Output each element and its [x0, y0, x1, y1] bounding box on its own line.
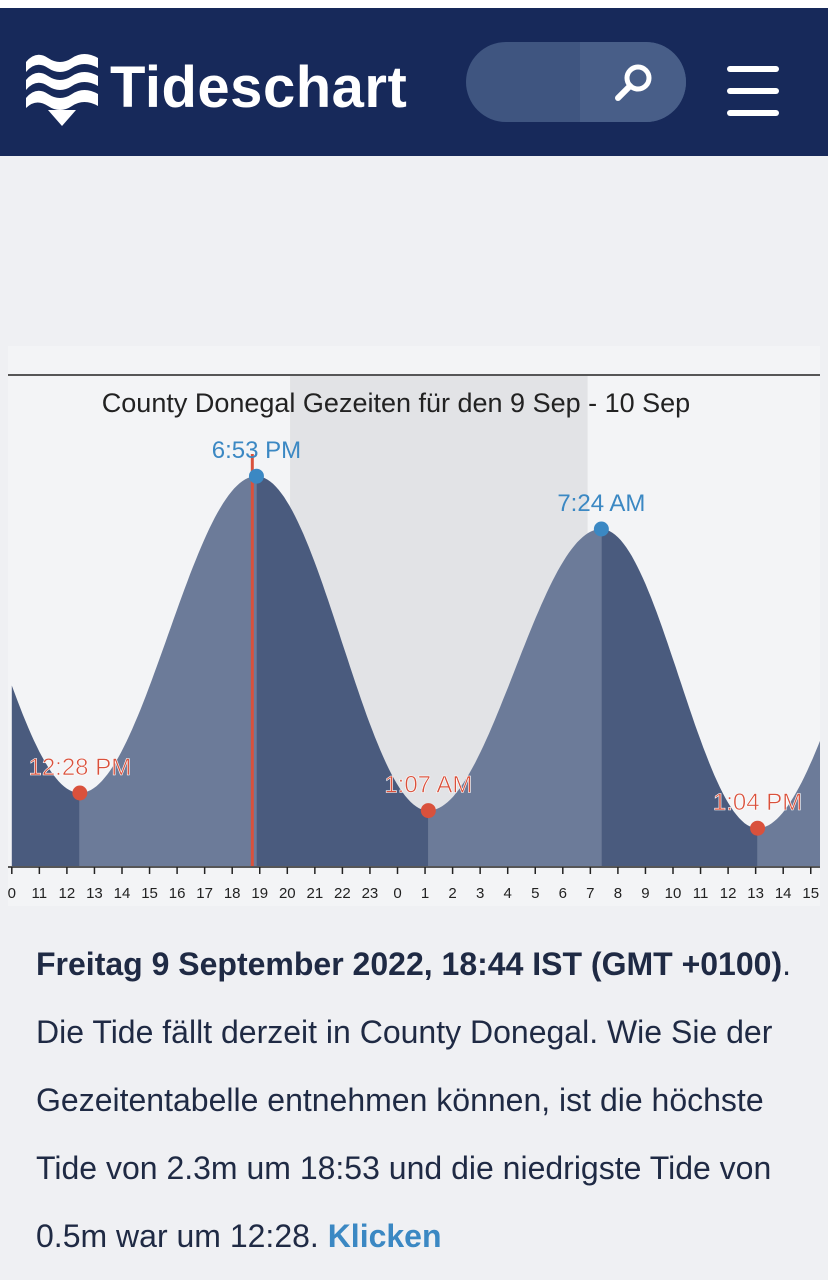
search-button[interactable]	[580, 42, 686, 122]
x-tick-label: 3	[476, 885, 484, 902]
high-tide-label: 7:24 AM	[557, 490, 645, 517]
x-tick-label: 12	[720, 885, 737, 902]
x-axis-ticks: 0 11 12 13 14 15 16 17 18 19 20 21 22 23 0 1 2 3 4 5 6 7 8 9 10 1…	[8, 867, 819, 902]
falling-tide-area	[11, 685, 80, 866]
x-tick-label: 0	[8, 885, 16, 902]
tide-area-series	[11, 476, 820, 866]
x-tick-label: 10	[665, 885, 682, 902]
x-tick-label: 0	[393, 885, 401, 902]
x-tick-label: 16	[169, 885, 186, 902]
high-tide-marker	[593, 521, 609, 537]
low-tide-marker	[420, 803, 436, 819]
x-tick-label: 8	[614, 885, 622, 902]
low-tide-label: 1:07 AM	[384, 772, 472, 799]
x-tick-label: 12	[59, 885, 76, 902]
low-tide-label: 12:28 PM	[28, 754, 131, 781]
x-tick-label: 13	[747, 885, 764, 902]
rising-tide-area	[757, 740, 820, 866]
x-tick-label: 19	[251, 885, 268, 902]
tide-chart: County Donegal Gezeiten für den 9 Sep - …	[8, 346, 820, 906]
top-edge	[0, 0, 828, 8]
high-tide-marker	[248, 468, 264, 484]
falling-tide-area	[256, 476, 429, 866]
x-tick-label: 22	[334, 885, 351, 902]
x-tick-label: 5	[531, 885, 539, 902]
x-tick-label: 11	[693, 885, 709, 902]
x-tick-label: 4	[504, 885, 512, 902]
hamburger-menu-icon[interactable]	[722, 66, 784, 120]
search-icon	[615, 64, 652, 101]
chart-title: County Donegal Gezeiten für den 9 Sep - …	[102, 388, 690, 418]
x-tick-label: 6	[559, 885, 567, 902]
description-text: . Die Tide fällt derzeit in County Doneg…	[36, 946, 791, 1254]
brand-name[interactable]: Tideschart	[110, 55, 408, 120]
tide-description: Freitag 9 September 2022, 18:44 IST (GMT…	[36, 930, 806, 1270]
search-bar	[466, 42, 686, 122]
x-tick-label: 14	[775, 885, 792, 902]
x-tick-label: 1	[421, 885, 429, 902]
low-tide-label: 1:04 PM	[713, 789, 802, 816]
x-tick-label: 9	[641, 885, 649, 902]
description-date: Freitag 9 September 2022, 18:44 IST (GMT…	[36, 946, 783, 982]
tide-extreme-markers: 12:28 PM 6:53 PM 1:07 AM 7:24 AM 1:04 PM	[28, 437, 803, 836]
tideschart-waves-logo-icon[interactable]	[24, 46, 100, 130]
x-tick-label: 2	[448, 885, 456, 902]
low-tide-marker	[72, 785, 88, 801]
rising-tide-area	[79, 476, 257, 866]
x-tick-label: 17	[196, 885, 213, 902]
low-tide-marker	[750, 820, 766, 836]
x-tick-label: 18	[224, 885, 241, 902]
x-tick-label: 13	[86, 885, 103, 902]
x-tick-label: 23	[362, 885, 379, 902]
x-tick-label: 7	[586, 885, 594, 902]
high-tide-label: 6:53 PM	[212, 437, 301, 464]
x-tick-label: 15	[802, 885, 819, 902]
navbar: Tideschart	[0, 8, 828, 156]
tide-chart-svg: County Donegal Gezeiten für den 9 Sep - …	[8, 374, 820, 902]
x-tick-label: 11	[32, 885, 48, 902]
x-tick-label: 21	[307, 885, 324, 902]
rising-tide-area	[428, 529, 602, 866]
x-tick-label: 20	[279, 885, 296, 902]
click-link[interactable]: Klicken	[327, 1218, 442, 1254]
x-tick-label: 15	[141, 885, 158, 902]
falling-tide-area	[601, 529, 758, 866]
search-input[interactable]	[466, 42, 580, 122]
x-tick-label: 14	[114, 885, 131, 902]
